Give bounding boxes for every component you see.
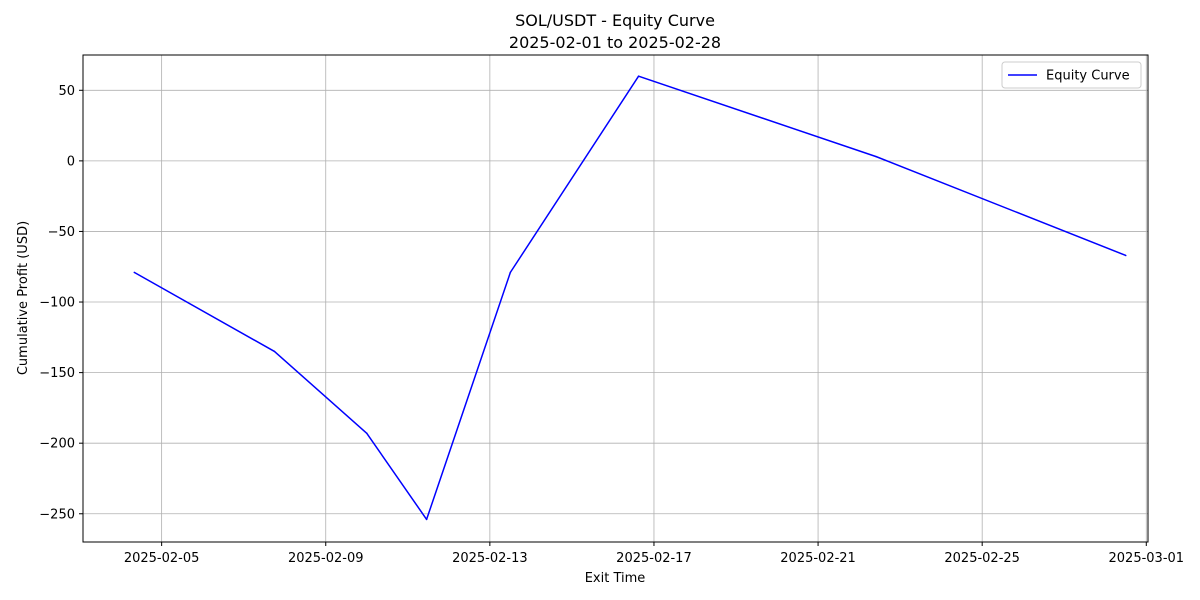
- equity-curve-point: [509, 271, 512, 274]
- equity-curve-point: [425, 518, 428, 521]
- plot-frame: [82, 54, 1149, 543]
- y-tick-label: −150: [39, 366, 75, 381]
- y-tick-label: −250: [39, 507, 75, 522]
- y-tick-label: 0: [67, 154, 75, 169]
- x-tick-label: 2025-02-09: [288, 551, 364, 566]
- y-axis-ticks: 50 0 −50 −100 −150 −200 −250: [39, 84, 83, 522]
- equity-curve-point: [1125, 254, 1127, 257]
- x-tick-label: 2025-02-13: [452, 551, 528, 566]
- y-tick-label: −50: [48, 225, 75, 240]
- chart-subtitle: 2025-02-01 to 2025-02-28: [509, 33, 721, 52]
- x-tick-label: 2025-02-21: [780, 551, 856, 566]
- x-tick-label: 2025-03-01: [1109, 551, 1185, 566]
- equity-curve-point: [133, 271, 136, 274]
- series-layer: [133, 75, 1127, 521]
- y-tick-label: 50: [58, 84, 75, 99]
- equity-curve-point: [273, 350, 276, 353]
- legend-box: [1001, 61, 1142, 89]
- x-axis-label: Exit Time: [585, 571, 646, 586]
- y-tick-label: −100: [39, 296, 75, 311]
- x-tick-label: 2025-02-05: [124, 551, 200, 566]
- equity-curve-point: [875, 155, 877, 158]
- grid: [83, 55, 1148, 542]
- y-axis-label: Cumulative Profit (USD): [16, 221, 31, 375]
- x-tick-label: 2025-02-25: [944, 551, 1020, 566]
- legend: Equity Curve: [1001, 61, 1142, 89]
- x-axis-ticks: 2025-02-05 2025-02-09 2025-02-13 2025-02-17…: [124, 542, 1184, 566]
- chart-title: SOL/USDT - Equity Curve: [515, 11, 715, 30]
- equity-curve-point: [366, 432, 368, 435]
- legend-label: Equity Curve: [1046, 69, 1130, 84]
- equity-curve-point: [637, 75, 640, 77]
- equity-curve-line: [133, 75, 1127, 521]
- y-tick-label: −200: [39, 437, 75, 452]
- x-tick-label: 2025-02-17: [616, 551, 692, 566]
